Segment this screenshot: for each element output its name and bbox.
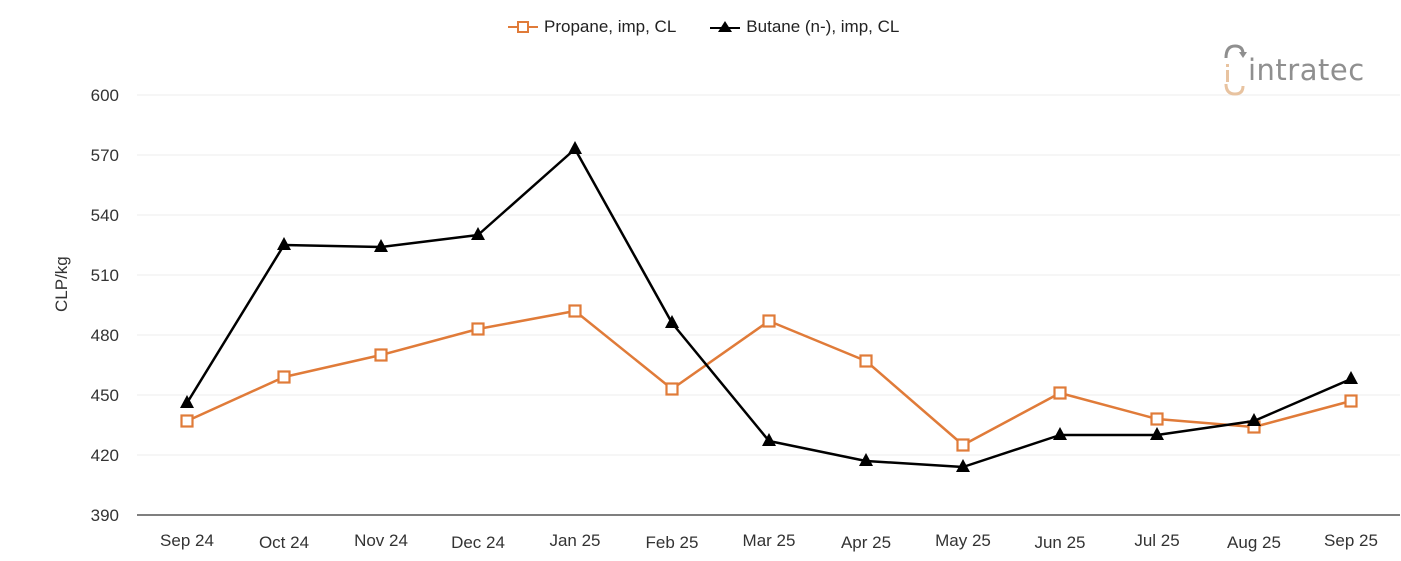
logo-mark-icon [1224,44,1247,96]
x-tick-label: Nov 24 [354,531,408,550]
data-point[interactable] [665,382,679,396]
data-point[interactable] [956,438,970,452]
data-point[interactable] [374,348,388,362]
x-tick-label: Jun 25 [1034,533,1085,552]
y-tick-label: 570 [91,146,119,165]
y-tick-label: 480 [91,326,119,345]
data-point[interactable] [859,453,873,466]
data-point[interactable] [665,315,679,328]
data-point[interactable] [568,304,582,318]
data-point[interactable] [1247,413,1261,426]
data-point[interactable] [277,237,291,250]
y-axis-label: CLP/kg [52,256,71,312]
data-series [180,141,1358,472]
y-axis-ticks: 390 420 450 480 510 540 570 600 [91,86,119,525]
series-butane [180,141,1358,472]
y-tick-label: 450 [91,386,119,405]
x-tick-label: Oct 24 [259,533,309,552]
x-tick-label: Mar 25 [743,531,796,550]
x-tick-label: Jul 25 [1134,531,1179,550]
legend-item-butane[interactable]: Butane (n-), imp, CL [710,17,899,37]
data-point[interactable] [1344,394,1358,408]
data-point[interactable] [374,239,388,252]
x-tick-label: Aug 25 [1227,533,1281,552]
legend-item-propane[interactable]: Propane, imp, CL [508,17,676,37]
data-point[interactable] [180,395,194,408]
data-point[interactable] [1150,412,1164,426]
data-point[interactable] [762,433,776,446]
legend-label-butane: Butane (n-), imp, CL [746,17,900,36]
data-point[interactable] [180,414,194,428]
x-tick-label: Sep 24 [160,531,214,550]
x-tick-label: May 25 [935,531,991,550]
data-point[interactable] [1053,427,1067,440]
data-point[interactable] [762,314,776,328]
data-point[interactable] [1150,427,1164,440]
data-point[interactable] [1344,371,1358,384]
legend-label-propane: Propane, imp, CL [544,17,677,36]
x-tick-label: Dec 24 [451,533,505,552]
data-point[interactable] [277,370,291,384]
chart-legend: Propane, imp, CL Butane (n-), imp, CL [508,17,899,37]
data-point[interactable] [568,141,582,154]
data-point[interactable] [859,354,873,368]
x-tick-label: Sep 25 [1324,531,1378,550]
y-tick-label: 510 [91,266,119,285]
x-tick-label: Feb 25 [646,533,699,552]
data-point[interactable] [471,227,485,240]
x-tick-label: Jan 25 [549,531,600,550]
filled-triangle-marker-icon [710,21,741,32]
logo-text: intratec [1248,53,1365,87]
y-tick-label: 540 [91,206,119,225]
data-point[interactable] [471,322,485,336]
x-axis-ticks: Sep 24 Oct 24 Nov 24 Dec 24 Jan 25 Feb 25 Mar … [160,531,1378,552]
y-tick-label: 420 [91,446,119,465]
series-propane [180,304,1358,452]
open-square-marker-icon [508,21,538,33]
data-point[interactable] [1053,386,1067,400]
intratec-logo: intratec [1222,44,1365,96]
y-tick-label: 600 [91,86,119,105]
x-tick-label: Apr 25 [841,533,891,552]
gridlines [137,94,1400,456]
data-point[interactable] [956,459,970,472]
y-tick-label: 390 [91,506,119,525]
